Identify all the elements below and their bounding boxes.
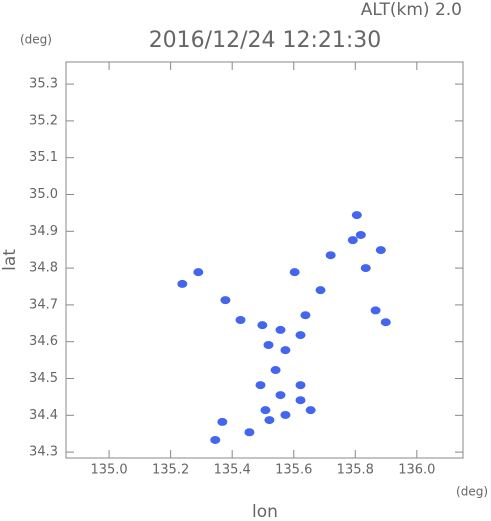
echo — [295, 331, 306, 340]
plot-frame — [65, 61, 464, 459]
y-tick-label: 34.6 — [29, 334, 58, 349]
echo — [220, 296, 231, 305]
echo — [210, 435, 221, 444]
echo — [257, 321, 268, 330]
echo — [280, 410, 291, 419]
echo — [375, 246, 386, 255]
y-tick-label: 34.8 — [29, 261, 58, 276]
echo — [177, 279, 188, 288]
echo — [347, 236, 358, 245]
echo — [355, 230, 366, 239]
echo — [380, 318, 391, 327]
echo — [263, 341, 274, 350]
y-axis-title: lat — [0, 249, 20, 271]
echo — [351, 211, 362, 220]
echo — [370, 306, 381, 315]
echo — [295, 396, 306, 405]
y-tick-label: 35.3 — [29, 77, 58, 92]
x-unit: (deg) — [456, 485, 488, 499]
x-tick-label: 135.8 — [337, 463, 374, 478]
y-tick-label: 34.3 — [29, 445, 58, 460]
echo — [235, 315, 246, 324]
echo — [315, 286, 326, 295]
x-axis-title: lon — [252, 502, 278, 521]
y-tick-label: 34.5 — [29, 371, 58, 386]
echo — [264, 416, 275, 425]
x-tick-label: 136.0 — [398, 463, 435, 478]
y-tick-label: 35.0 — [29, 187, 58, 202]
x-tick-label: 135.0 — [90, 463, 127, 478]
x-tick-label: 135.4 — [214, 463, 251, 478]
echo — [275, 391, 286, 400]
echo — [255, 381, 266, 390]
x-tick-label: 135.6 — [275, 463, 312, 478]
echo — [295, 381, 306, 390]
x-tick-label: 135.2 — [152, 463, 189, 478]
echo — [300, 311, 311, 320]
echo — [217, 417, 228, 426]
echo — [360, 264, 371, 273]
chart-title: 2016/12/24 12:21:30 — [149, 28, 382, 53]
y-unit: (deg) — [20, 33, 52, 47]
y-tick-label: 35.1 — [29, 150, 58, 165]
echo — [260, 406, 271, 415]
echo — [289, 268, 300, 277]
echo — [193, 268, 204, 277]
y-tick-label: 34.9 — [29, 224, 58, 239]
y-tick-label: 35.2 — [29, 113, 58, 128]
echo — [275, 325, 286, 334]
y-tick-label: 34.4 — [29, 408, 58, 423]
echo — [244, 428, 255, 437]
echo — [280, 346, 291, 355]
echo — [325, 251, 336, 260]
altitude-label: ALT(km) 2.0 — [361, 0, 462, 20]
echo — [305, 406, 316, 415]
y-tick-label: 34.7 — [29, 297, 58, 312]
echo — [270, 366, 281, 375]
